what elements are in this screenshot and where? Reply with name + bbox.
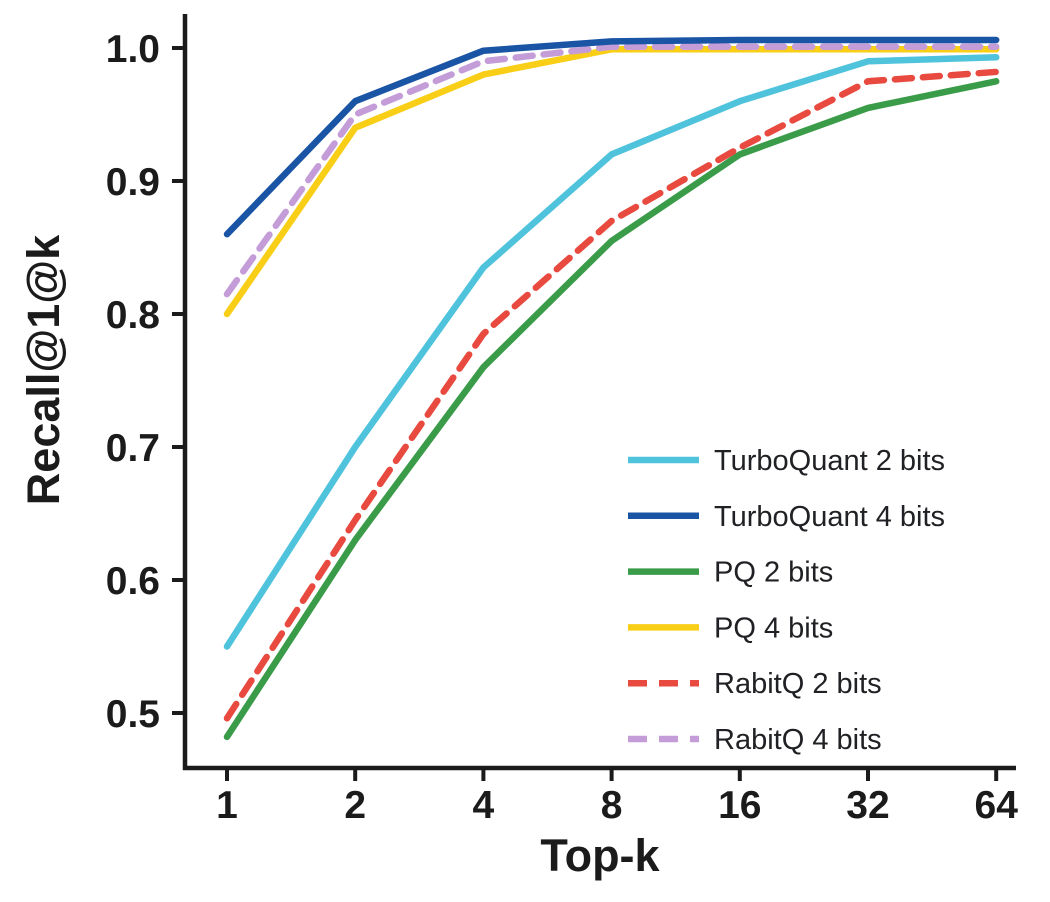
legend-label-rabitq-2-bits: RabitQ 2 bits xyxy=(714,668,882,700)
y-tick-label: 0.9 xyxy=(106,161,160,204)
y-axis-title: Recall@1@k xyxy=(18,234,69,506)
legend-label-pq-2-bits: PQ 2 bits xyxy=(714,557,833,589)
axes xyxy=(182,14,1016,771)
y-tick-label: 0.7 xyxy=(106,427,160,470)
series-line-rabitq-4-bits xyxy=(223,43,1000,298)
x-tick-label: 16 xyxy=(718,784,761,827)
series-line-rabitq-2-bits xyxy=(223,68,1000,722)
y-tick-label: 1.0 xyxy=(106,28,160,71)
x-axis-title: Top-k xyxy=(540,830,660,881)
series-line-pq-2-bits xyxy=(223,78,1000,741)
y-tick-label: 0.8 xyxy=(106,294,160,337)
series-line-turboquant-2-bits xyxy=(223,54,1000,650)
y-tick-label: 0.6 xyxy=(106,560,160,603)
legend-label-turboquant-4-bits: TurboQuant 4 bits xyxy=(714,501,945,533)
x-tick-label: 4 xyxy=(473,784,495,827)
legend-label-rabitq-4-bits: RabitQ 4 bits xyxy=(714,724,882,756)
x-tick-label: 1 xyxy=(216,784,238,827)
series-line-pq-4-bits xyxy=(223,46,1000,318)
y-tick-label: 0.5 xyxy=(106,693,160,736)
x-tick-label: 32 xyxy=(846,784,889,827)
legend-label-turboquant-2-bits: TurboQuant 2 bits xyxy=(714,445,945,477)
legend-label-pq-4-bits: PQ 4 bits xyxy=(714,612,833,644)
x-tick-label: 64 xyxy=(975,784,1019,827)
x-tick-label: 2 xyxy=(344,784,366,827)
x-tick-label: 8 xyxy=(601,784,623,827)
series-line-turboquant-4-bits xyxy=(223,36,1000,238)
